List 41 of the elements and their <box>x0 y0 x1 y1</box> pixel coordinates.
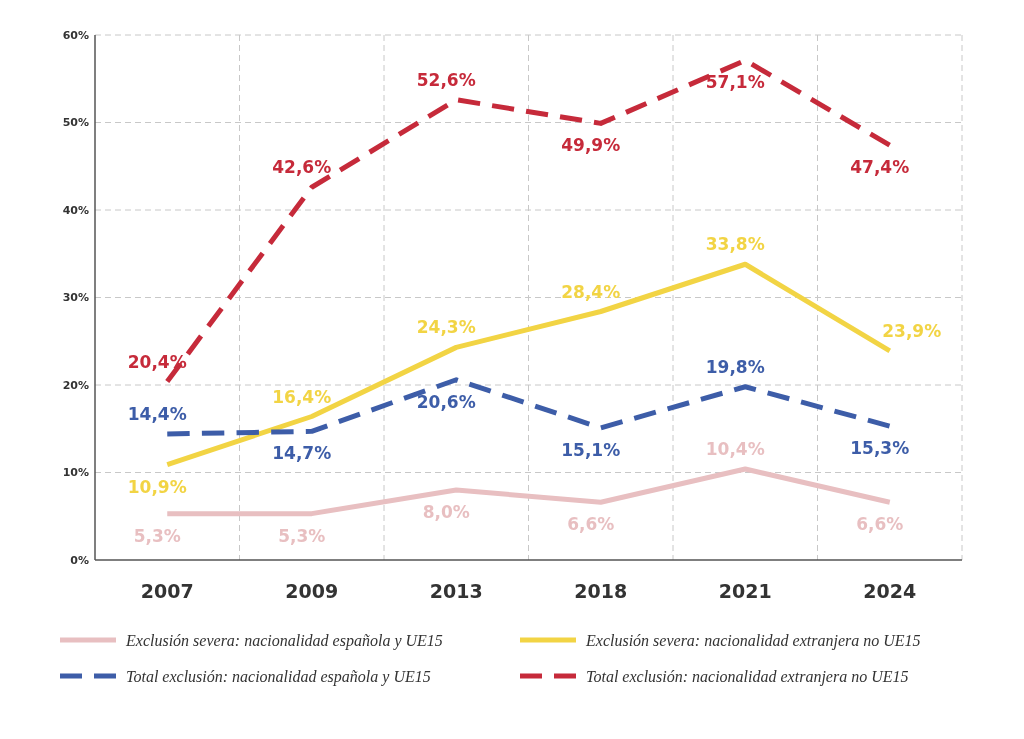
x-tick-label: 2013 <box>429 580 483 602</box>
data-label: 28,4% <box>561 281 621 302</box>
data-label: 15,3% <box>850 438 910 459</box>
data-label: 16,4% <box>272 386 332 407</box>
data-label: 8,0% <box>422 502 470 522</box>
data-label: 14,7% <box>272 443 332 464</box>
y-tick-label: 60% <box>62 28 89 42</box>
x-tick-label: 2007 <box>140 580 194 602</box>
data-label: 19,8% <box>705 356 765 377</box>
x-tick-label: 2021 <box>718 580 772 602</box>
data-label: 57,1% <box>705 72 765 93</box>
data-label: 20,6% <box>416 391 476 412</box>
y-tick-label: 30% <box>62 291 89 305</box>
x-tick-label: 2018 <box>574 580 628 602</box>
y-tick-label: 10% <box>62 466 89 480</box>
data-label: 52,6% <box>416 69 476 90</box>
legend-label: Exclusión severa: nacionalidad española y UE15 <box>125 631 443 650</box>
x-tick-label: 2024 <box>863 580 917 602</box>
data-label: 6,6% <box>567 514 615 535</box>
data-label: 10,4% <box>705 439 765 459</box>
y-tick-label: 50% <box>62 116 89 130</box>
data-label: 15,1% <box>561 439 621 460</box>
data-label: 5,3% <box>133 525 181 546</box>
data-label: 14,4% <box>127 404 187 424</box>
legend-label: Total exclusión: nacionalidad extranjera no UE15 <box>586 667 909 686</box>
data-label: 20,4% <box>127 351 187 372</box>
data-label: 33,8% <box>705 234 765 255</box>
data-label: 47,4% <box>850 157 910 178</box>
data-label: 49,9% <box>561 135 621 156</box>
legend-label: Total exclusión: nacionalidad española y UE15 <box>126 667 431 686</box>
data-label: 6,6% <box>856 514 904 535</box>
data-label: 24,3% <box>416 317 476 338</box>
data-label: 42,6% <box>272 157 332 178</box>
legend-label: Exclusión severa: nacionalidad extranjera no UE15 <box>585 631 921 650</box>
data-label: 23,9% <box>882 320 942 341</box>
data-label: 10,9% <box>127 476 187 497</box>
y-tick-label: 40% <box>62 203 89 217</box>
y-tick-label: 20% <box>62 378 89 392</box>
y-tick-label: 0% <box>70 553 89 567</box>
x-tick-label: 2009 <box>285 580 339 602</box>
data-label: 5,3% <box>278 525 326 546</box>
